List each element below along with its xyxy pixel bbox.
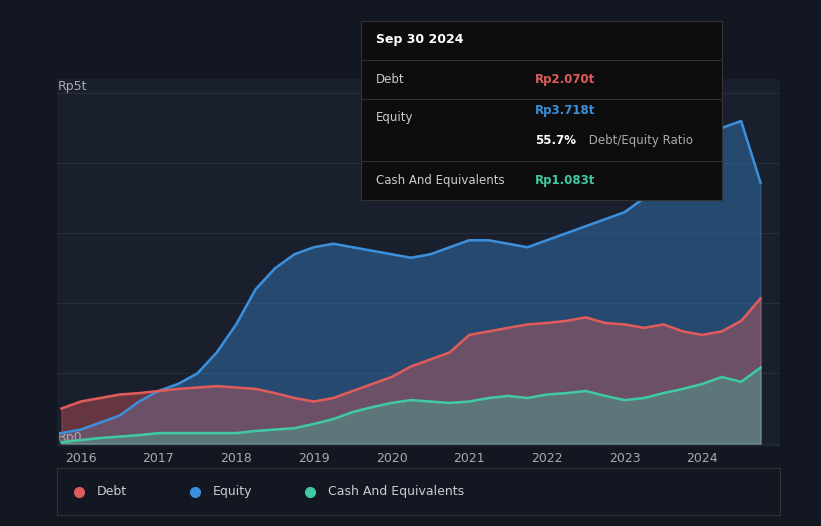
Text: Equity: Equity: [376, 111, 413, 124]
Text: Sep 30 2024: Sep 30 2024: [376, 33, 463, 46]
Text: Rp0: Rp0: [57, 431, 82, 443]
Text: Rp2.070t: Rp2.070t: [534, 73, 595, 86]
Text: Rp5t: Rp5t: [57, 80, 87, 93]
Text: Cash And Equivalents: Cash And Equivalents: [328, 485, 465, 498]
Text: Cash And Equivalents: Cash And Equivalents: [376, 174, 504, 187]
Text: 55.7%: 55.7%: [534, 134, 576, 147]
Text: Debt: Debt: [376, 73, 404, 86]
Text: Debt/Equity Ratio: Debt/Equity Ratio: [585, 134, 693, 147]
Text: Debt: Debt: [97, 485, 127, 498]
Text: Rp1.083t: Rp1.083t: [534, 174, 595, 187]
Text: Rp3.718t: Rp3.718t: [534, 104, 595, 117]
Text: Equity: Equity: [213, 485, 252, 498]
